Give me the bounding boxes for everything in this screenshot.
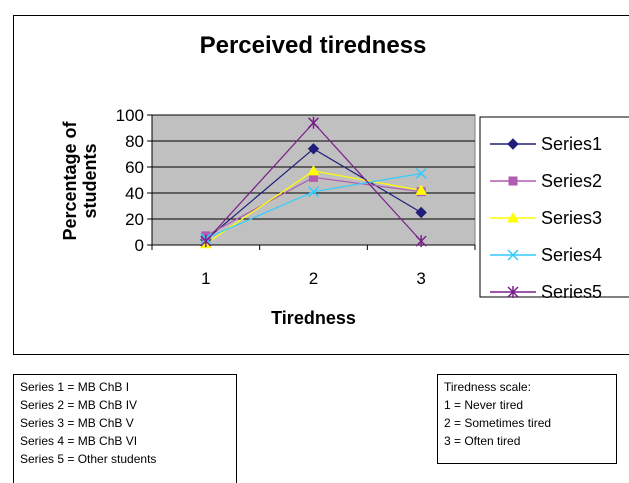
scale-title: Tiredness scale: [444, 380, 531, 394]
data-point [307, 143, 320, 155]
legend-label: Series1 [541, 134, 602, 154]
data-point [415, 167, 427, 180]
data-point [415, 235, 427, 248]
tiredness-scale-box: Tiredness scale: 1 = Never tired 2 = Som… [437, 374, 617, 464]
y-tick-label: 100 [116, 106, 144, 125]
x-tick-label: 1 [201, 269, 210, 288]
y-axis-label-line: students [80, 143, 100, 218]
data-point [507, 249, 519, 261]
legend-label: Series3 [541, 208, 602, 228]
series-key-line: Series 1 = MB ChB I [20, 380, 130, 394]
data-point [200, 235, 212, 248]
line-chart: 0 20 40 60 80 100 1 2 3 Perceived tiredness Tiredn… [60, 32, 629, 328]
data-point [307, 164, 320, 176]
chart-title: Perceived tiredness [200, 32, 427, 59]
x-axis-label: Tiredness [271, 308, 356, 328]
scale-item: 3 = Often tired [444, 434, 521, 448]
y-tick-label: 60 [125, 158, 144, 177]
y-axis-label-line: Percentage of [60, 120, 80, 240]
data-point [507, 286, 519, 298]
series-key-line: Series 4 = MB ChB VI [20, 434, 138, 448]
x-tick-label: 3 [416, 269, 425, 288]
legend-label: Series4 [541, 245, 602, 265]
data-point [507, 138, 519, 150]
legend-label: Series5 [541, 282, 602, 302]
y-tick-label: 80 [125, 132, 144, 151]
legend-label: Series2 [541, 171, 602, 191]
series-key-line: Series 2 = MB ChB IV [20, 398, 138, 412]
x-tick-label: 2 [309, 269, 318, 288]
series-key-line: Series 5 = Other students [20, 452, 157, 466]
y-tick-label: 0 [135, 236, 144, 255]
data-point [415, 206, 427, 219]
series-key-box: Series 1 = MB ChB I Series 2 = MB ChB IV… [13, 374, 237, 483]
data-point [415, 184, 428, 195]
y-tick-label: 20 [125, 210, 144, 229]
legend-box [479, 116, 629, 298]
data-point [508, 176, 518, 186]
y-tick-label: 40 [125, 184, 144, 203]
scale-item: 2 = Sometimes tired [444, 416, 552, 430]
series-key-line: Series 3 = MB ChB V [20, 416, 134, 430]
y-axis-label: Percentage ofstudents [60, 120, 100, 240]
data-point [307, 116, 320, 129]
data-point [507, 211, 519, 223]
data-point [307, 186, 320, 198]
scale-item: 1 = Never tired [444, 398, 524, 412]
